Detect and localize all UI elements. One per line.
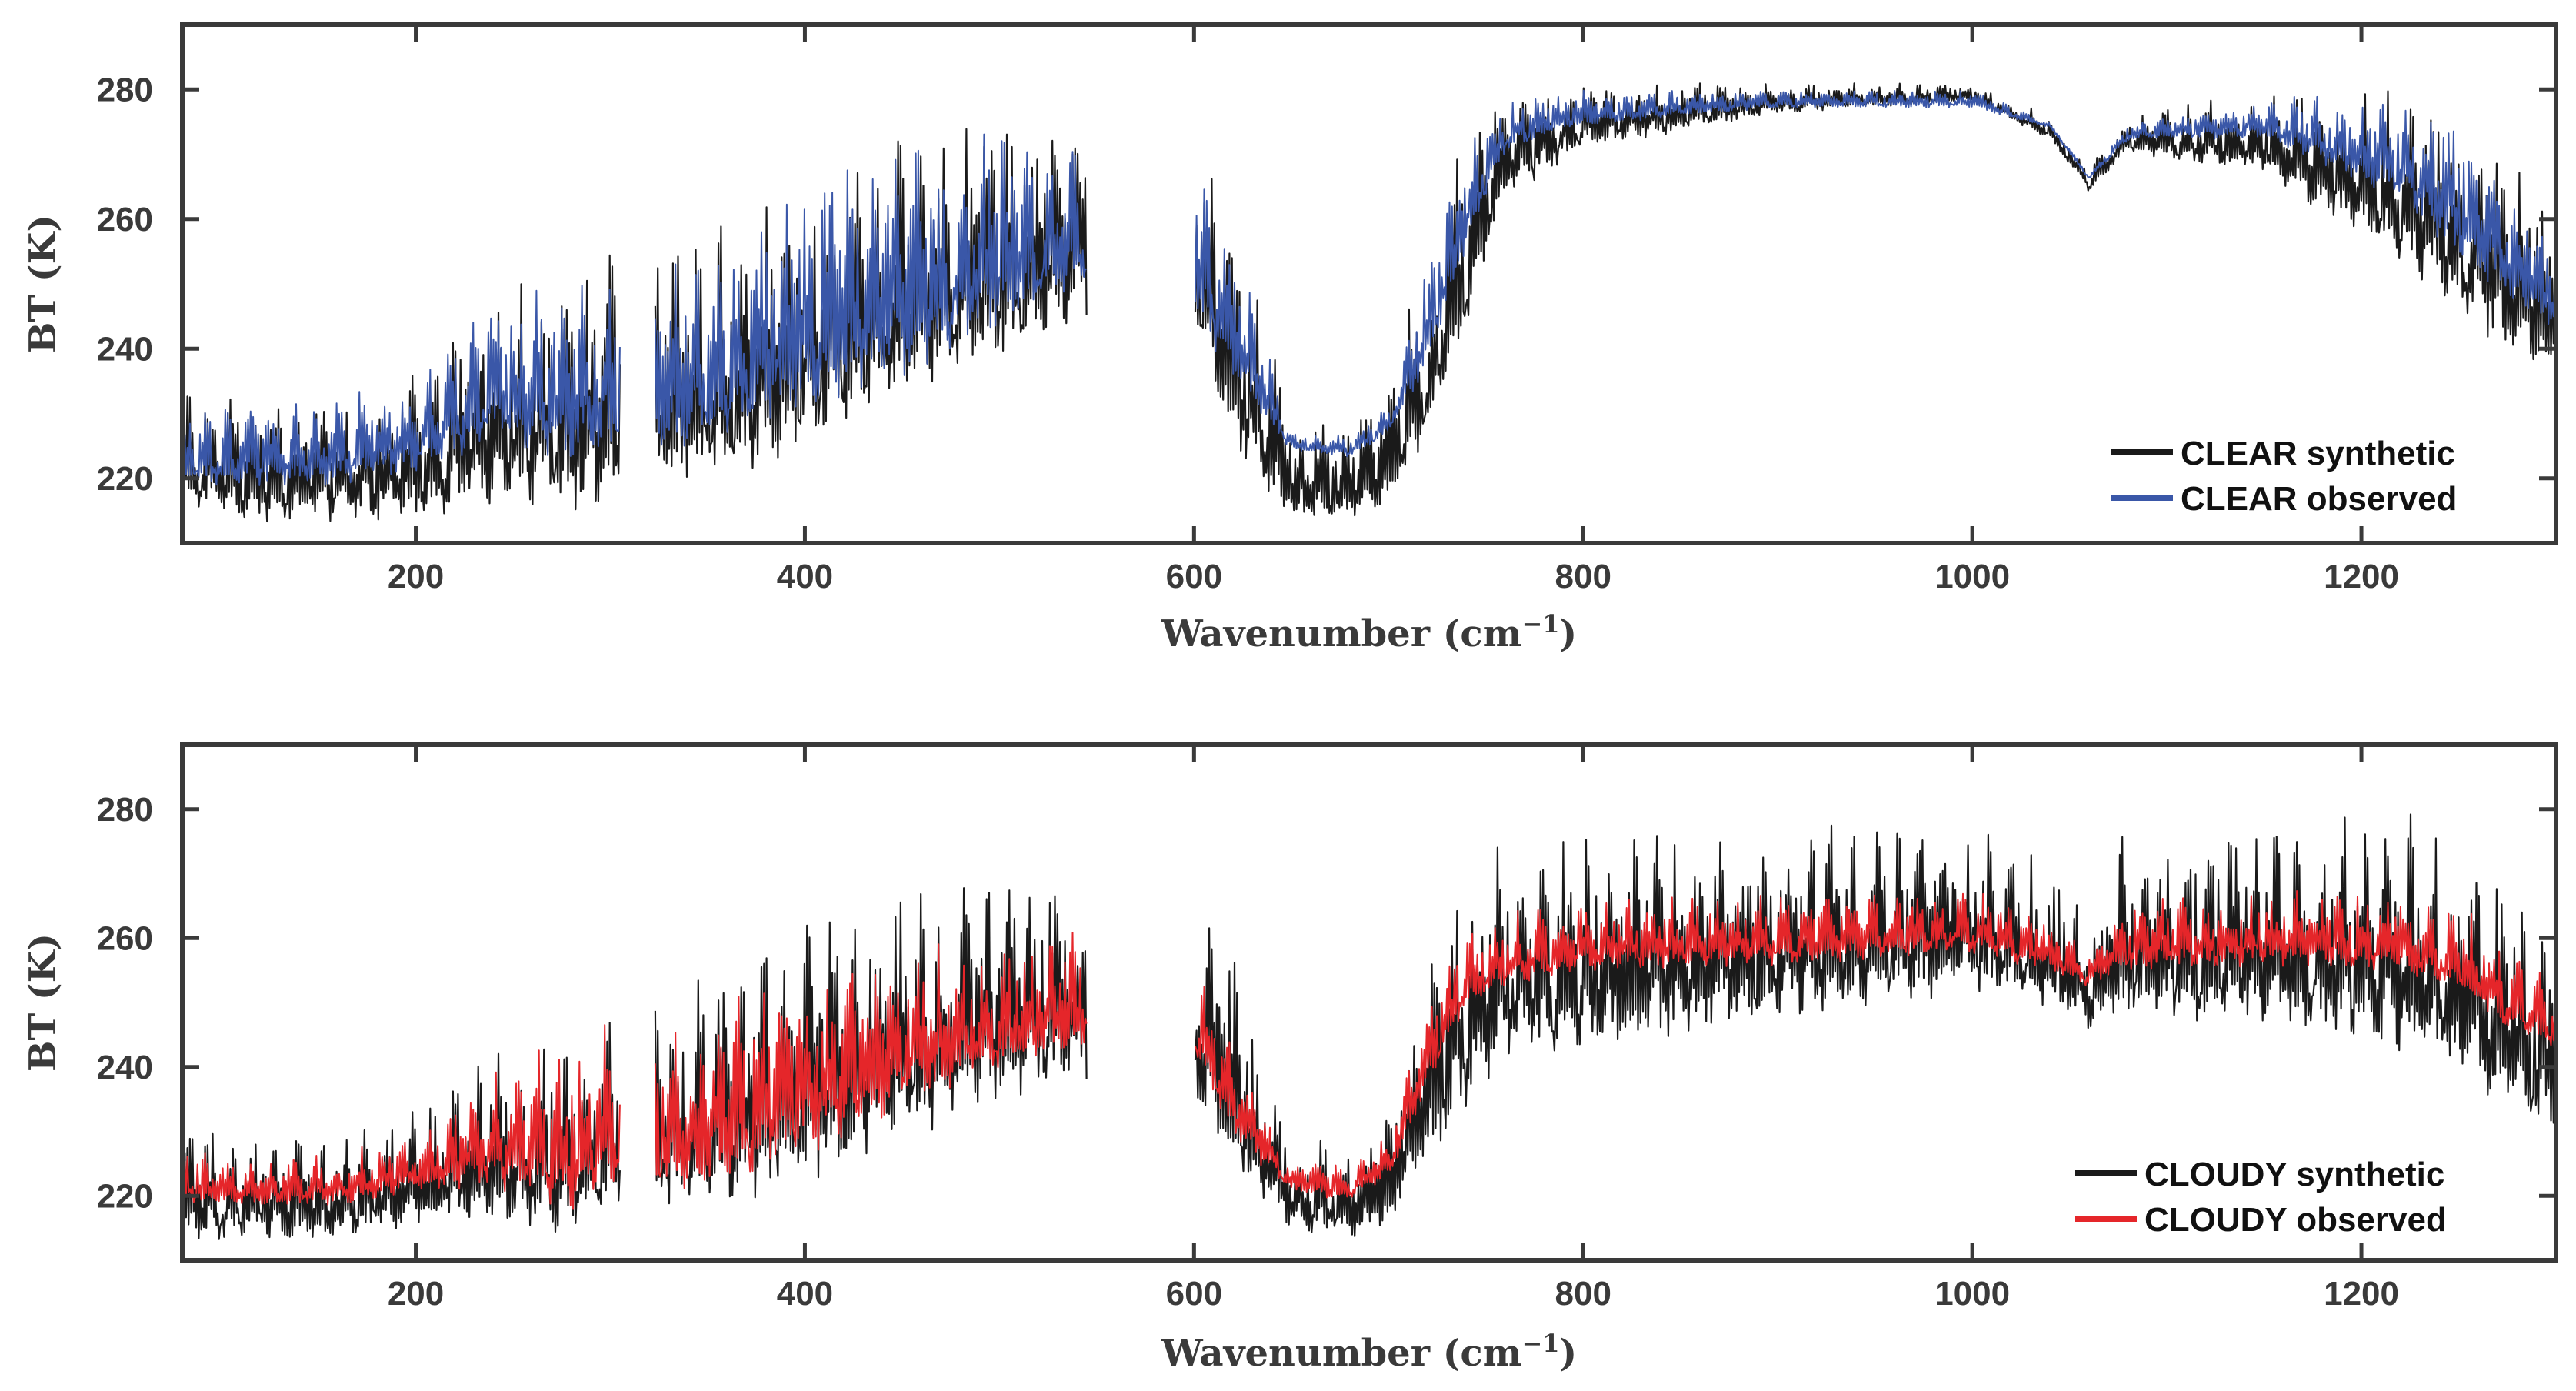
legend-label-cloudy-synthetic: CLOUDY synthetic bbox=[2144, 1156, 2444, 1193]
x-tick-label: 400 bbox=[777, 558, 833, 595]
bottom-panel: 200 400 600 800 1000 1200 220 240 260 280 Wavenum… bbox=[22, 742, 2558, 1375]
y-tick-label: 280 bbox=[97, 791, 153, 829]
top-legend: CLEAR synthetic CLEAR observed bbox=[2111, 435, 2457, 518]
bottom-x-axis-label: Wavenumber (cm−1) bbox=[1161, 1329, 1577, 1375]
x-tick-label: 1000 bbox=[1934, 558, 2010, 595]
bottom-legend: CLOUDY synthetic CLOUDY observed bbox=[2075, 1156, 2447, 1239]
x-tick-label: 600 bbox=[1166, 1275, 1222, 1313]
legend-label-cloudy-observed: CLOUDY observed bbox=[2144, 1201, 2447, 1239]
x-tick-label: 1200 bbox=[2324, 558, 2399, 595]
bottom-y-axis-label: BT (K) bbox=[22, 933, 65, 1072]
series-clear-observed bbox=[182, 89, 2556, 486]
x-tick-label: 800 bbox=[1555, 1275, 1611, 1313]
top-series-layer bbox=[181, 82, 2556, 523]
x-tick-label: 200 bbox=[388, 558, 444, 595]
y-tick-label: 220 bbox=[97, 460, 153, 498]
bottom-series-layer bbox=[181, 813, 2556, 1240]
top-axes-frame bbox=[180, 22, 2558, 545]
x-tick-label: 200 bbox=[388, 1275, 444, 1313]
top-panel: 200 400 600 800 1000 1200 220 240 260 280 Wavenum… bbox=[22, 22, 2558, 655]
legend-label-clear-synthetic: CLEAR synthetic bbox=[2181, 435, 2455, 472]
x-tick-label: 600 bbox=[1166, 558, 1222, 595]
bottom-axes-frame bbox=[180, 742, 2558, 1263]
y-tick-label: 260 bbox=[97, 919, 153, 957]
x-tick-label: 1000 bbox=[1934, 1275, 2010, 1313]
y-tick-label: 220 bbox=[97, 1177, 153, 1215]
x-tick-label: 400 bbox=[777, 1275, 833, 1313]
y-tick-label: 240 bbox=[97, 330, 153, 368]
top-x-axis-label: Wavenumber (cm−1) bbox=[1161, 609, 1577, 655]
y-tick-label: 260 bbox=[97, 201, 153, 239]
top-ticks: 200 400 600 800 1000 1200 220 240 260 280 bbox=[97, 25, 2556, 595]
y-tick-label: 240 bbox=[97, 1049, 153, 1086]
y-tick-label: 280 bbox=[97, 71, 153, 108]
x-tick-label: 800 bbox=[1555, 558, 1611, 595]
x-tick-label: 1200 bbox=[2324, 1275, 2399, 1313]
top-y-axis-label: BT (K) bbox=[22, 215, 65, 353]
legend-label-clear-observed: CLEAR observed bbox=[2181, 480, 2457, 518]
bottom-ticks: 200 400 600 800 1000 1200 220 240 260 280 bbox=[97, 745, 2556, 1313]
series-cloudy-observed bbox=[182, 890, 2556, 1210]
